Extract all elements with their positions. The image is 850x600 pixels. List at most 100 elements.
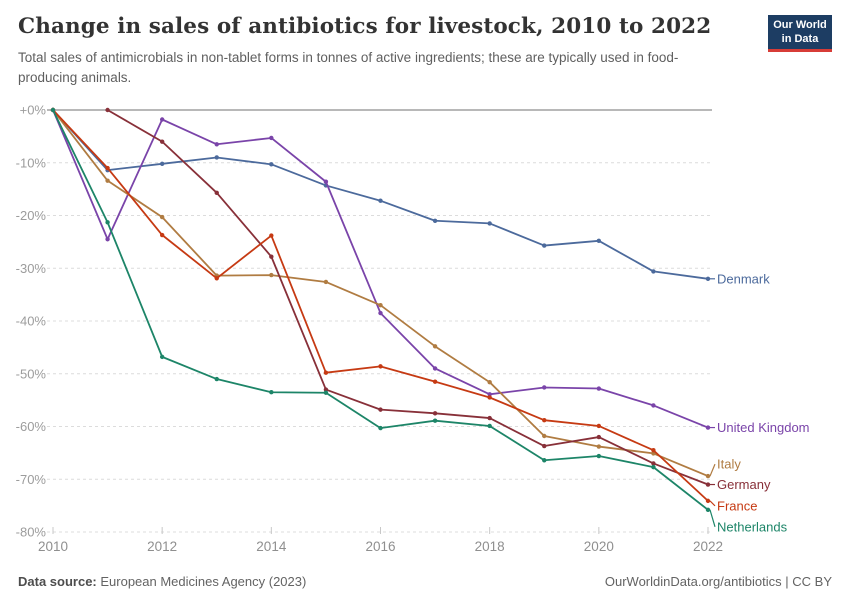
series-point-germany[interactable] (214, 190, 219, 196)
series-point-netherlands[interactable] (159, 354, 165, 360)
series-point-france[interactable] (378, 364, 383, 369)
x-tick-label: 2012 (147, 539, 177, 554)
series-point-denmark[interactable] (487, 221, 492, 226)
series-point-italy[interactable] (487, 379, 492, 385)
series-point-united-kingdom[interactable] (705, 425, 711, 430)
series-point-france[interactable] (596, 423, 602, 429)
owid-logo-line1: Our World (773, 18, 827, 31)
series-point-germany[interactable] (159, 139, 165, 144)
series-point-denmark[interactable] (159, 161, 165, 167)
owid-logo: Our World in Data (768, 15, 832, 52)
series-point-france[interactable] (651, 448, 656, 453)
series-point-united-kingdom[interactable] (214, 142, 219, 147)
credit-note: OurWorldinData.org/antibiotics | CC BY (604, 574, 832, 589)
series-line-germany[interactable] (106, 109, 709, 486)
y-tick-label: -50% (16, 366, 47, 381)
series-point-france[interactable] (269, 233, 274, 238)
series-line-united-kingdom[interactable] (52, 109, 709, 429)
x-tick-label: 2010 (38, 539, 68, 554)
series-label-germany[interactable]: Germany (717, 477, 771, 492)
series-point-netherlands[interactable] (214, 376, 219, 382)
y-tick-label: -60% (16, 419, 47, 434)
series-point-denmark[interactable] (432, 218, 438, 223)
series-point-germany[interactable] (487, 415, 492, 421)
series-point-denmark[interactable] (596, 238, 602, 244)
series-point-united-kingdom[interactable] (269, 135, 274, 141)
series-label-connector (709, 463, 716, 477)
series-point-italy[interactable] (323, 279, 329, 285)
series-point-denmark[interactable] (214, 155, 219, 160)
series-label-united-kingdom[interactable]: United Kingdom (717, 420, 810, 435)
series-point-united-kingdom[interactable] (105, 237, 110, 242)
series-point-netherlands[interactable] (542, 458, 547, 463)
series-line-netherlands[interactable] (52, 109, 709, 511)
x-tick-label: 2022 (693, 539, 723, 554)
series-point-united-kingdom[interactable] (596, 386, 602, 391)
series-point-united-kingdom[interactable] (159, 117, 165, 122)
x-tick-label: 2018 (475, 539, 505, 554)
series-point-italy[interactable] (705, 473, 711, 479)
series-label-denmark[interactable]: Denmark (717, 271, 770, 286)
series-point-denmark[interactable] (542, 243, 547, 248)
series-point-france[interactable] (705, 498, 711, 504)
series-point-netherlands[interactable] (705, 507, 711, 513)
series-point-germany[interactable] (432, 411, 438, 416)
series-point-france[interactable] (323, 370, 329, 375)
series-point-netherlands[interactable] (487, 423, 492, 429)
chart-subtitle: Total sales of antimicrobials in non-tab… (18, 50, 679, 86)
series-point-denmark[interactable] (651, 269, 656, 274)
y-tick-label: -30% (16, 261, 47, 276)
series-point-france[interactable] (159, 232, 165, 238)
series-point-italy[interactable] (269, 272, 274, 278)
series-label-netherlands[interactable]: Netherlands (717, 519, 788, 534)
series-label-italy[interactable]: Italy (717, 457, 741, 472)
series-point-germany[interactable] (705, 482, 711, 487)
series-point-united-kingdom[interactable] (651, 403, 656, 408)
series-point-france[interactable] (542, 417, 547, 423)
series-point-germany[interactable] (269, 254, 274, 259)
series-point-netherlands[interactable] (269, 390, 274, 395)
series-point-netherlands[interactable] (105, 220, 110, 225)
series-point-netherlands[interactable] (596, 453, 602, 459)
series-point-france[interactable] (432, 379, 438, 384)
y-tick-label: -10% (16, 155, 47, 170)
series-point-italy[interactable] (542, 433, 547, 439)
series-point-italy[interactable] (105, 178, 110, 183)
series-point-united-kingdom[interactable] (432, 366, 438, 371)
series-point-germany[interactable] (378, 407, 383, 412)
series-point-united-kingdom[interactable] (487, 392, 492, 397)
series-point-france[interactable] (105, 165, 110, 171)
series-point-france[interactable] (214, 276, 219, 281)
series-point-netherlands[interactable] (432, 418, 438, 423)
series-point-italy[interactable] (159, 214, 165, 220)
series-point-netherlands[interactable] (651, 464, 656, 470)
series-point-denmark[interactable] (705, 276, 711, 281)
y-tick-label: +0% (20, 103, 47, 118)
owid-logo-line2: in Data (781, 33, 819, 45)
series-point-germany[interactable] (323, 387, 329, 392)
series-point-denmark[interactable] (378, 198, 383, 203)
series-point-germany[interactable] (542, 443, 547, 449)
series-point-denmark[interactable] (269, 162, 274, 167)
series-point-netherlands[interactable] (378, 425, 383, 431)
series-point-netherlands[interactable] (323, 390, 329, 395)
series-label-connector (709, 509, 716, 528)
series-point-germany[interactable] (596, 434, 602, 440)
series-label-france[interactable]: France (717, 498, 757, 513)
data-source-value: European Medicines Agency (2023) (96, 574, 307, 589)
series-point-italy[interactable] (378, 302, 383, 308)
series-point-italy[interactable] (596, 444, 602, 449)
series-point-united-kingdom[interactable] (378, 310, 383, 316)
x-tick-label: 2020 (584, 539, 614, 554)
x-tick-label: 2014 (256, 539, 287, 554)
series-point-netherlands[interactable] (50, 107, 56, 113)
series-point-germany[interactable] (105, 107, 110, 113)
series-point-united-kingdom[interactable] (323, 179, 329, 184)
series-point-united-kingdom[interactable] (542, 385, 547, 390)
series-point-germany[interactable] (651, 461, 656, 466)
chart-header: Change in sales of antibiotics for lives… (18, 14, 832, 89)
series-point-italy[interactable] (432, 344, 438, 349)
series-point-france[interactable] (487, 395, 492, 400)
